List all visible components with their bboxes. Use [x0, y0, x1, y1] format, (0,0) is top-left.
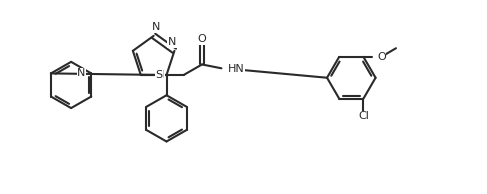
Text: N: N	[156, 70, 164, 80]
Text: N: N	[77, 68, 85, 78]
Text: O: O	[377, 52, 386, 62]
Text: N: N	[168, 37, 176, 47]
Text: S: S	[156, 70, 163, 80]
Text: O: O	[198, 34, 206, 44]
Text: HN: HN	[228, 64, 244, 74]
Text: N: N	[152, 22, 160, 32]
Text: Cl: Cl	[358, 111, 369, 121]
